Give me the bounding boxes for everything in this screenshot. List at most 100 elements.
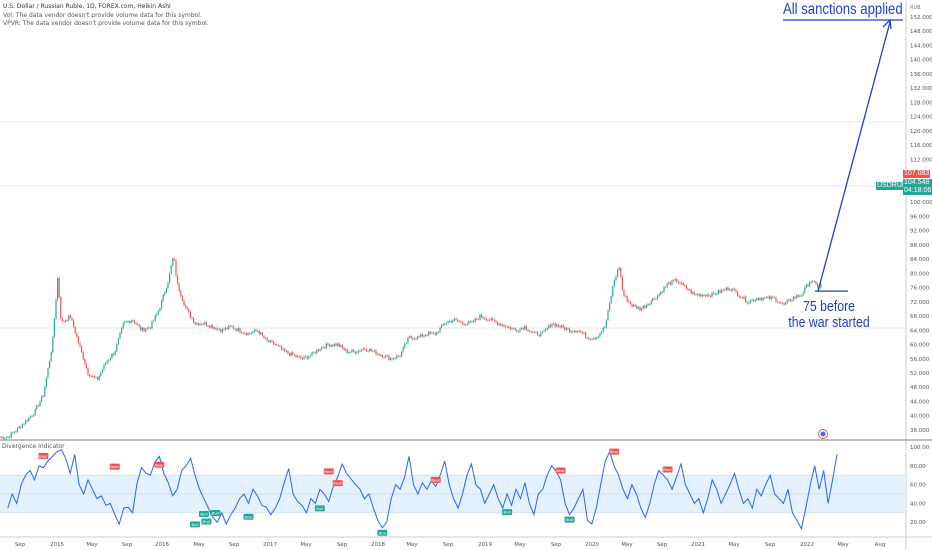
candle bbox=[761, 298, 763, 301]
annotation-line1: 75 before bbox=[803, 298, 856, 315]
candle bbox=[42, 396, 44, 397]
candle bbox=[719, 290, 721, 293]
candle bbox=[177, 275, 179, 284]
candle bbox=[439, 327, 441, 333]
candle bbox=[81, 346, 83, 352]
sanctions-arrow-line bbox=[817, 21, 891, 292]
candle bbox=[541, 331, 543, 333]
candle bbox=[434, 332, 436, 335]
candle bbox=[740, 296, 742, 298]
symbol-tag: USDRUB bbox=[876, 182, 908, 190]
candle bbox=[461, 321, 463, 324]
signal-badge bbox=[564, 516, 575, 523]
candle bbox=[793, 297, 795, 300]
price-tick-label: 124.000 bbox=[910, 115, 932, 121]
candle bbox=[130, 320, 132, 323]
annotation-sanctions[interactable]: All sanctions applied bbox=[783, 1, 903, 18]
candle bbox=[61, 318, 63, 322]
candle bbox=[663, 287, 665, 293]
candle bbox=[381, 355, 383, 358]
price-tick-label: 96.000 bbox=[910, 214, 930, 220]
candle bbox=[405, 343, 407, 344]
candle bbox=[284, 348, 286, 352]
candle bbox=[420, 334, 422, 337]
candle bbox=[589, 338, 591, 340]
candle bbox=[573, 331, 575, 332]
candle bbox=[444, 323, 446, 325]
candle bbox=[757, 298, 759, 300]
candle bbox=[180, 291, 182, 297]
candle bbox=[559, 326, 561, 328]
candle bbox=[458, 321, 460, 322]
candle bbox=[804, 287, 806, 293]
candle bbox=[594, 338, 596, 340]
candle bbox=[553, 323, 555, 325]
candle bbox=[359, 350, 361, 352]
candle bbox=[701, 294, 703, 297]
candle bbox=[20, 426, 22, 428]
candle bbox=[703, 294, 705, 296]
candle bbox=[562, 325, 564, 328]
candle bbox=[514, 328, 516, 330]
candle bbox=[69, 315, 71, 318]
candle bbox=[399, 355, 401, 357]
candle bbox=[671, 280, 673, 285]
candle bbox=[137, 324, 139, 325]
candle bbox=[780, 302, 782, 304]
candle bbox=[98, 375, 100, 380]
chart-legend: U.S. Dollar / Russian Ruble, 1D, FOREX.c… bbox=[3, 3, 209, 29]
candle bbox=[765, 297, 767, 299]
candle bbox=[436, 332, 438, 335]
candle bbox=[183, 300, 185, 306]
candle bbox=[41, 396, 43, 402]
candle bbox=[797, 295, 799, 297]
candle bbox=[418, 336, 420, 338]
candle bbox=[599, 333, 601, 337]
candle bbox=[378, 353, 380, 356]
candle bbox=[449, 320, 451, 322]
signal-label: Bull bbox=[316, 506, 323, 511]
annotation-before-war[interactable]: 75 before the war started bbox=[786, 299, 872, 331]
candle bbox=[453, 318, 455, 321]
candle bbox=[57, 278, 59, 300]
candle bbox=[517, 331, 519, 333]
signal-badge bbox=[109, 463, 120, 470]
signal-badge bbox=[314, 505, 325, 512]
candle bbox=[218, 328, 220, 330]
candle bbox=[721, 289, 723, 293]
candle bbox=[508, 326, 510, 328]
candle bbox=[37, 405, 39, 407]
candle bbox=[52, 336, 54, 353]
candle bbox=[205, 322, 207, 326]
bear-signal: Bear bbox=[555, 467, 566, 474]
candle bbox=[652, 298, 654, 301]
candle bbox=[365, 348, 367, 351]
candle bbox=[309, 355, 311, 357]
candle bbox=[717, 290, 719, 294]
candle bbox=[410, 336, 412, 338]
candle bbox=[215, 327, 217, 330]
candle bbox=[469, 321, 471, 323]
candle bbox=[749, 300, 751, 303]
candle bbox=[639, 306, 641, 311]
candle bbox=[767, 296, 769, 298]
candle bbox=[327, 343, 329, 345]
candle bbox=[28, 417, 30, 421]
candle bbox=[685, 285, 687, 289]
candle bbox=[473, 320, 475, 322]
candle bbox=[393, 358, 395, 360]
candle bbox=[87, 368, 89, 375]
candle bbox=[549, 324, 551, 327]
candle bbox=[618, 267, 620, 270]
candle bbox=[777, 301, 779, 303]
time-tick-label: Sep bbox=[443, 542, 454, 548]
candle bbox=[311, 352, 313, 356]
time-tick-label: Aug bbox=[875, 542, 886, 548]
candle bbox=[503, 324, 505, 327]
candle bbox=[484, 318, 486, 320]
bear-signal: Bear bbox=[323, 468, 334, 475]
price-tick-label: 112.000 bbox=[910, 157, 932, 163]
candle bbox=[465, 324, 467, 326]
candle bbox=[114, 351, 116, 355]
